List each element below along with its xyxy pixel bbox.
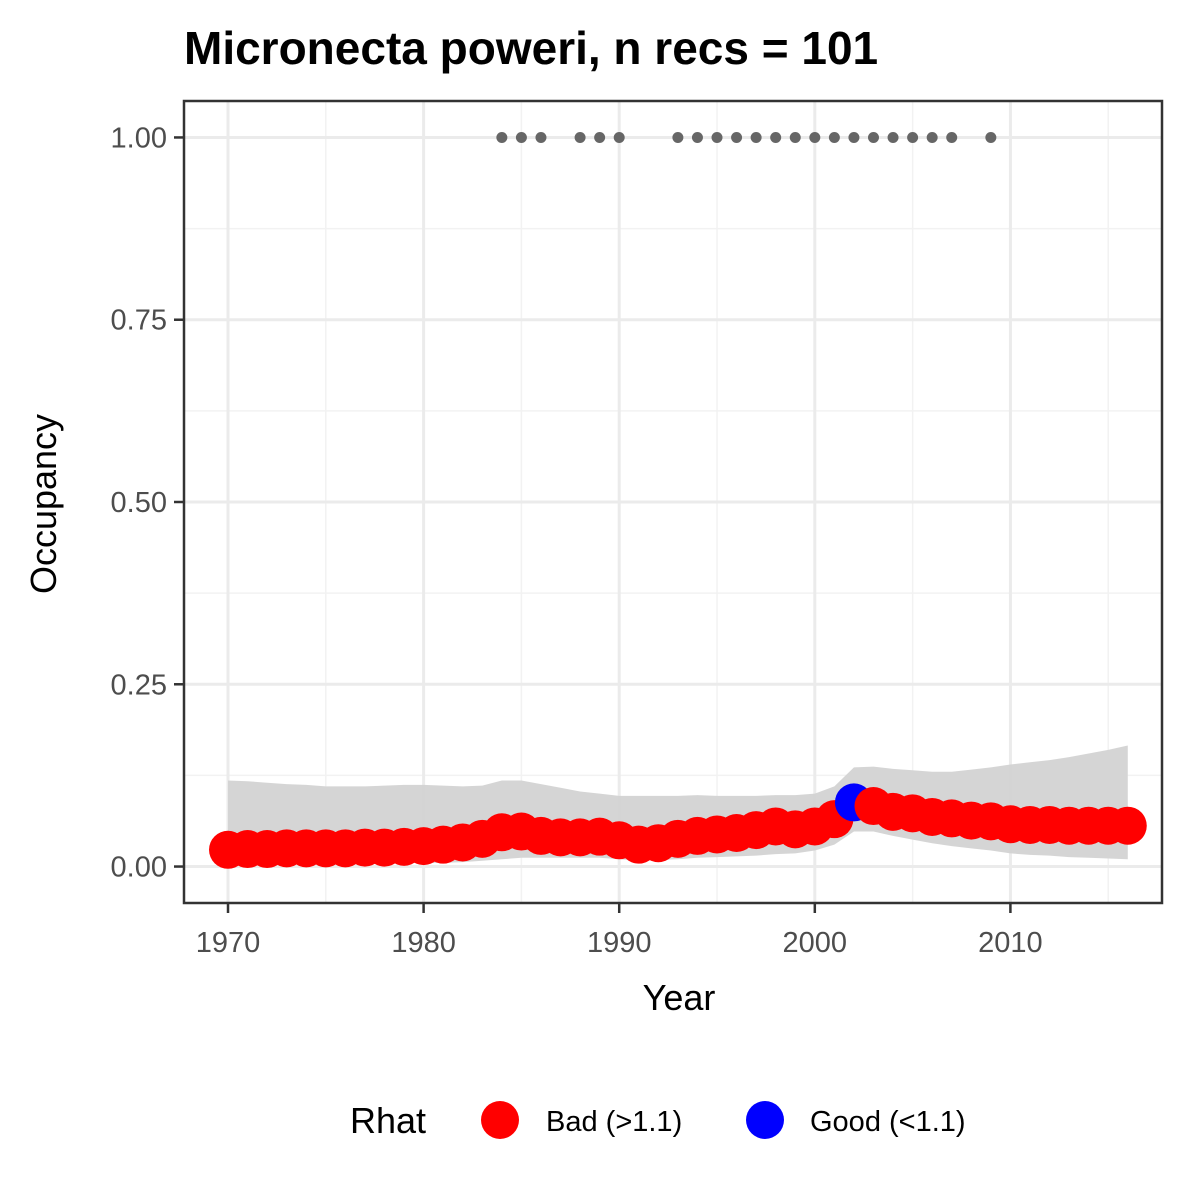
record-point [789,131,801,143]
axes: 1970 1980 1990 2000 2010 0.00 0.25 0.50 0.75 1.00 [111,122,1043,959]
legend-label-bad: Bad (>1.1) [546,1106,682,1138]
record-point [613,131,625,143]
x-tick-label: 1970 [196,927,261,959]
y-tick-label: 0.75 [111,305,167,337]
legend-label-good: Good (<1.1) [810,1106,966,1138]
record-point [496,131,508,143]
grid-lines [184,101,1162,903]
record-point [887,131,899,143]
occupancy-points [209,783,1147,869]
record-point [907,131,919,143]
legend-key-good [746,1101,784,1139]
x-tick-label: 2000 [783,927,848,959]
legend: Rhat Bad (>1.1) Good (<1.1) [350,1100,966,1141]
record-point [848,131,860,143]
record-point [515,131,527,143]
record-point [867,131,879,143]
x-tick-label: 1990 [587,927,652,959]
record-point [594,131,606,143]
y-tick-label: 0.00 [111,852,167,884]
record-point [691,131,703,143]
x-tick-label: 2010 [978,927,1043,959]
record-point [731,131,743,143]
x-axis-title: Year [643,977,716,1018]
chart-title: Micronecta poweri, n recs = 101 [184,22,878,74]
record-point [828,131,840,143]
y-axis-title: Occupancy [23,414,64,594]
record-point [770,131,782,143]
record-point [809,131,821,143]
record-point [926,131,938,143]
legend-title: Rhat [350,1100,426,1141]
data-point-bad [1108,806,1147,845]
record-point [535,131,547,143]
record-point [672,131,684,143]
record-points [496,131,997,143]
y-tick-label: 1.00 [111,122,167,154]
record-point [750,131,762,143]
x-tick-label: 1980 [391,927,456,959]
legend-key-bad [481,1101,519,1139]
record-point [985,131,997,143]
record-point [574,131,586,143]
record-point [946,131,958,143]
y-tick-label: 0.25 [111,669,167,701]
y-tick-label: 0.50 [111,487,167,519]
record-point [711,131,723,143]
